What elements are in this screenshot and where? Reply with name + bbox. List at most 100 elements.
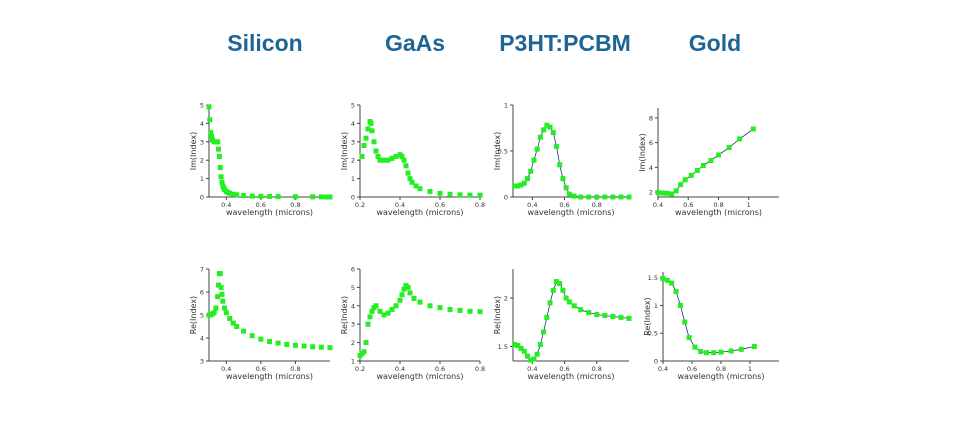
x-tick-label: 0.8 (592, 365, 602, 373)
data-point (537, 134, 543, 140)
data-point (216, 154, 222, 160)
y-axis-label: Re(Index) (340, 296, 349, 334)
data-point (571, 303, 577, 309)
x-tick-label: 0.4 (221, 201, 231, 209)
data-point (544, 122, 550, 128)
x-tick-label: 0.4 (653, 201, 663, 209)
data-point (673, 288, 679, 294)
x-tick-label: 0.4 (221, 365, 231, 373)
y-tick-label: 0 (200, 194, 204, 202)
data-point (373, 303, 379, 309)
data-point (373, 148, 379, 154)
data-point (704, 350, 709, 356)
y-tick-label: 4 (200, 335, 204, 343)
data-point (219, 291, 225, 297)
data-point (218, 284, 224, 290)
data-point (694, 167, 700, 173)
data-point (427, 303, 433, 309)
y-axis-label: Re(Index) (493, 296, 502, 334)
data-point (531, 157, 537, 163)
data-point (399, 154, 405, 160)
data-point (219, 179, 225, 185)
data-point (673, 188, 679, 194)
y-tick-label: 0.5 (648, 330, 658, 338)
data-point (223, 310, 229, 316)
data-point (275, 194, 281, 200)
data-point (560, 176, 566, 182)
data-point (275, 340, 281, 346)
data-point (301, 343, 307, 349)
data-point (310, 344, 316, 350)
data-point (457, 192, 463, 198)
data-point (318, 344, 324, 350)
chart-panel: 0 1 2 3 4 5 0.2 0.4 0.6 0.8 wavelength (microns) Im… (340, 102, 485, 218)
data-point (560, 287, 566, 293)
y-tick-label: 3 (351, 138, 355, 146)
data-point (447, 306, 453, 312)
data-point (369, 128, 375, 134)
data-point (457, 307, 463, 313)
y-tick-label: 0 (351, 194, 355, 202)
data-point (682, 319, 688, 325)
data-point (521, 180, 527, 186)
data-point (534, 146, 540, 152)
data-point (361, 349, 367, 355)
data-point (664, 277, 670, 283)
data-point (241, 193, 247, 199)
data-point (363, 340, 369, 346)
y-tick-label: 0 (504, 194, 508, 202)
x-tick-label: 0.2 (355, 201, 365, 209)
y-axis-label: Im(Index) (340, 132, 349, 170)
y-tick-label: 6 (649, 139, 653, 147)
data-point (467, 192, 473, 198)
data-point (518, 182, 524, 188)
y-tick-label: 2 (649, 189, 653, 197)
data-point (578, 307, 584, 313)
data-point (610, 194, 616, 200)
data-point (284, 341, 290, 347)
y-tick-label: 6 (200, 289, 204, 297)
data-point (258, 336, 264, 342)
data-point (571, 193, 577, 199)
x-tick-label: 0.6 (687, 365, 697, 373)
data-point (417, 299, 423, 305)
data-point (389, 306, 395, 312)
data-point (708, 158, 714, 164)
data-point (554, 143, 559, 149)
data-point (216, 282, 222, 288)
data-point (375, 154, 381, 160)
data-point (227, 315, 233, 321)
data-point (230, 191, 236, 197)
x-tick-label: 0.6 (683, 201, 693, 209)
y-tick-label: 1 (351, 175, 355, 183)
x-axis-label: wavelength (microns) (226, 372, 313, 381)
data-point (528, 357, 534, 363)
data-point (292, 194, 298, 200)
data-point (427, 188, 433, 194)
y-tick-label: 1 (504, 102, 508, 110)
data-point (403, 163, 409, 169)
data-point (557, 162, 563, 168)
data-point (381, 312, 387, 318)
data-point (512, 183, 518, 189)
y-tick-label: 1 (654, 302, 658, 310)
x-tick-label: 0.8 (290, 201, 300, 209)
data-point (547, 300, 553, 306)
x-tick-label: 0.6 (435, 201, 445, 209)
title-p3ht-pcbm: P3HT:PCBM (499, 30, 631, 56)
data-point (401, 157, 407, 163)
data-point (389, 155, 395, 161)
data-point (218, 174, 224, 180)
x-tick-label: 0.4 (527, 365, 537, 373)
data-point (626, 194, 632, 200)
data-point (586, 194, 592, 200)
data-point (521, 348, 527, 354)
y-axis-label: Im(Index) (638, 133, 647, 171)
title-gaas: GaAs (384, 30, 446, 56)
